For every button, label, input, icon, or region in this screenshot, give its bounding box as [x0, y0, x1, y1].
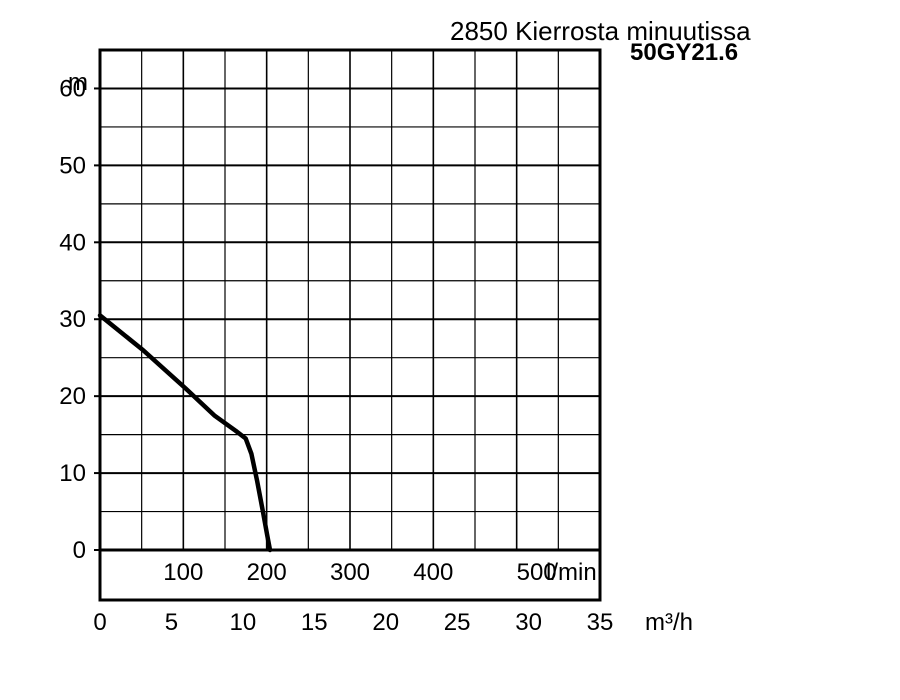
pump-curve-line [97, 313, 273, 553]
y-tick-label: 40 [59, 229, 86, 256]
plot-frame [98, 48, 602, 602]
x-tick-label-m3h: 20 [372, 609, 399, 636]
x-tick-label-m3h: 5 [165, 609, 178, 636]
x-tick-label-lpm: 500 [517, 559, 557, 586]
x-tick-label-m3h: 0 [93, 609, 106, 636]
chart-title: 2850 Kierrosta minuutissa [450, 16, 751, 46]
x-tick-label-m3h: 10 [230, 609, 257, 636]
x-axis-unit-lpm: l/min [546, 559, 597, 586]
y-axis-label: m [68, 69, 88, 96]
y-tick-label: 60 [59, 75, 86, 102]
y-tick-label: 50 [59, 152, 86, 179]
x-tick-label-m3h: 25 [444, 609, 471, 636]
x-tick-label-lpm: 400 [413, 559, 453, 586]
x-tick-label-lpm: 200 [247, 559, 287, 586]
x-tick-label-lpm: 300 [330, 559, 370, 586]
y-tick-label: 0 [73, 537, 86, 564]
x-tick-label-m3h: 35 [587, 609, 614, 636]
x-tick-label-m3h: 30 [515, 609, 542, 636]
y-tick-label: 10 [59, 460, 86, 487]
x-tick-label-lpm: 100 [163, 559, 203, 586]
pump-model-label: 50GY21.6 [630, 39, 738, 66]
y-tick-label: 20 [59, 383, 86, 410]
x-axis-unit-m3h: m³/h [645, 609, 693, 636]
x-tick-label-m3h: 15 [301, 609, 328, 636]
y-tick-label: 30 [59, 306, 86, 333]
